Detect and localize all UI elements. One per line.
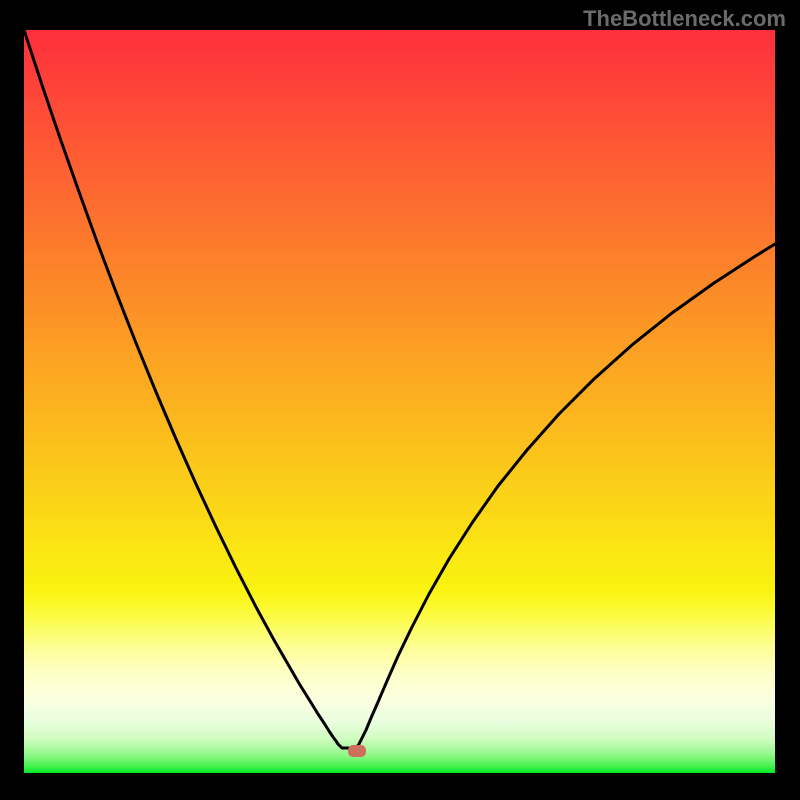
plot-area bbox=[24, 30, 775, 773]
bottleneck-curve bbox=[24, 30, 775, 773]
optimal-point-marker bbox=[348, 745, 366, 757]
chart-frame: TheBottleneck.com bbox=[0, 0, 800, 800]
watermark-text: TheBottleneck.com bbox=[583, 6, 786, 32]
